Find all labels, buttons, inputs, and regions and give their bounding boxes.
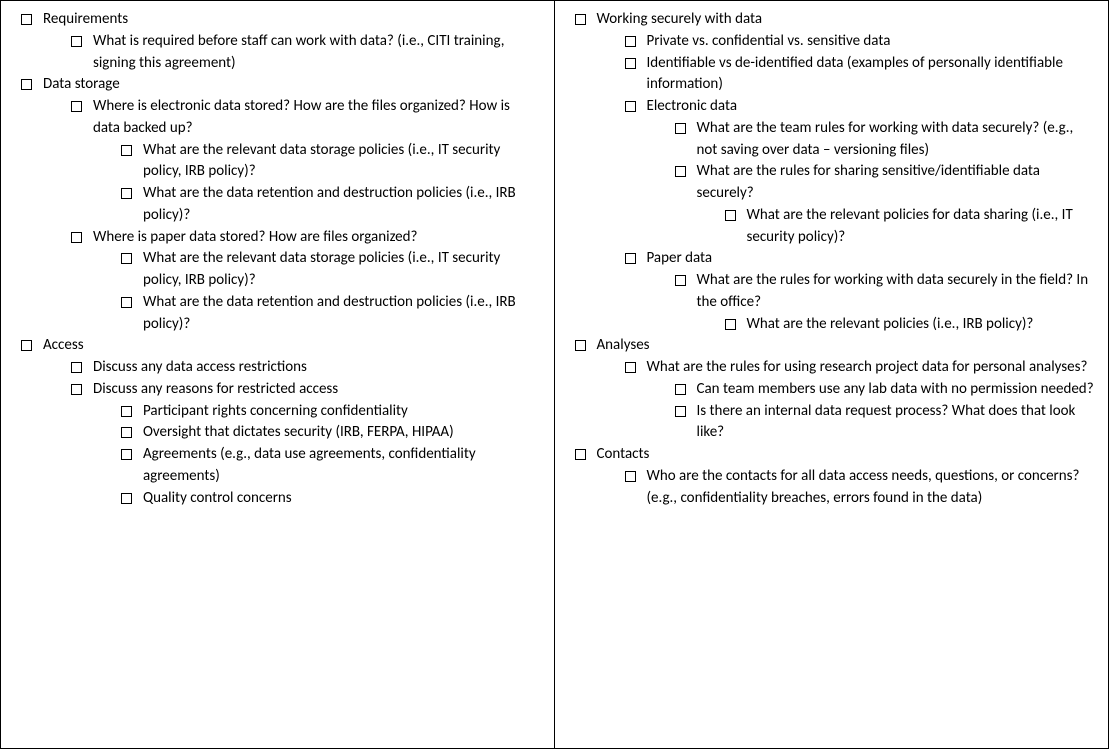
list-item: Quality control concerns bbox=[115, 488, 540, 510]
list-item: Agreements (e.g., data use agreements, c… bbox=[115, 444, 540, 488]
item-label: What are the relevant policies for data … bbox=[747, 206, 1073, 246]
list-item: What is required before staff can work w… bbox=[65, 31, 540, 75]
list-item: What are the relevant policies (i.e., IR… bbox=[719, 314, 1095, 336]
list-item: Discuss any data access restrictions bbox=[65, 357, 540, 379]
list-item: Paper data What are the rules for workin… bbox=[619, 248, 1095, 335]
item-label: Participant rights concerning confidenti… bbox=[143, 402, 408, 420]
item-label: Discuss any reasons for restricted acces… bbox=[93, 380, 338, 398]
list-item: Oversight that dictates security (IRB, F… bbox=[115, 422, 540, 444]
item-label: Can team members use any lab data with n… bbox=[697, 380, 1094, 398]
checklist-root: Requirements What is required before sta… bbox=[15, 9, 540, 509]
list-item: What are the team rules for working with… bbox=[669, 118, 1095, 162]
item-label: Where is electronic data stored? How are… bbox=[93, 97, 510, 137]
item-label: What are the rules for working with data… bbox=[697, 271, 1089, 311]
item-label: Requirements bbox=[43, 10, 128, 28]
list-item: What are the rules for working with data… bbox=[669, 270, 1095, 335]
item-label: What are the data retention and destruct… bbox=[143, 293, 516, 333]
item-label: Who are the contacts for all data access… bbox=[647, 467, 1080, 507]
list-item: Requirements What is required before sta… bbox=[15, 9, 540, 74]
list-item: What are the data retention and destruct… bbox=[115, 292, 540, 336]
list-item: Who are the contacts for all data access… bbox=[619, 466, 1095, 510]
item-label: Analyses bbox=[597, 336, 650, 354]
list-item: What are the relevant data storage polic… bbox=[115, 248, 540, 292]
item-label: What are the data retention and destruct… bbox=[143, 184, 516, 224]
item-label: Discuss any data access restrictions bbox=[93, 358, 307, 376]
item-label: What are the team rules for working with… bbox=[697, 119, 1074, 159]
item-label: What are the rules for sharing sensitive… bbox=[697, 162, 1040, 202]
item-label: What is required before staff can work w… bbox=[93, 32, 504, 72]
column-right: Working securely with data Private vs. c… bbox=[555, 1, 1109, 748]
item-label: What are the rules for using research pr… bbox=[647, 358, 1088, 376]
checklist-table: Requirements What is required before sta… bbox=[0, 0, 1109, 749]
checklist-root: Working securely with data Private vs. c… bbox=[569, 9, 1095, 509]
list-item: Identifiable vs de-identified data (exam… bbox=[619, 53, 1095, 97]
list-item: Private vs. confidential vs. sensitive d… bbox=[619, 31, 1095, 53]
list-item: What are the rules for using research pr… bbox=[619, 357, 1095, 444]
item-label: What are the relevant data storage polic… bbox=[143, 249, 500, 289]
list-item: Working securely with data Private vs. c… bbox=[569, 9, 1095, 335]
item-label: Data storage bbox=[43, 75, 120, 93]
list-item: Contacts Who are the contacts for all da… bbox=[569, 444, 1095, 509]
item-label: Is there an internal data request proces… bbox=[697, 402, 1076, 442]
item-label: Contacts bbox=[597, 445, 650, 463]
item-label: Agreements (e.g., data use agreements, c… bbox=[143, 445, 476, 485]
item-label: What are the relevant policies (i.e., IR… bbox=[747, 315, 1034, 333]
item-label: Access bbox=[43, 336, 84, 354]
list-item: Access Discuss any data access restricti… bbox=[15, 335, 540, 509]
list-item: Analyses What are the rules for using re… bbox=[569, 335, 1095, 444]
item-label: Electronic data bbox=[647, 97, 738, 115]
list-item: Is there an internal data request proces… bbox=[669, 401, 1095, 445]
item-label: Where is paper data stored? How are file… bbox=[93, 228, 417, 246]
item-label: Identifiable vs de-identified data (exam… bbox=[647, 54, 1063, 94]
list-item: What are the rules for sharing sensitive… bbox=[669, 161, 1095, 248]
item-label: Private vs. confidential vs. sensitive d… bbox=[647, 32, 891, 50]
item-label: What are the relevant data storage polic… bbox=[143, 141, 500, 181]
item-label: Oversight that dictates security (IRB, F… bbox=[143, 423, 454, 441]
list-item: Can team members use any lab data with n… bbox=[669, 379, 1095, 401]
item-label: Paper data bbox=[647, 249, 713, 267]
item-label: Quality control concerns bbox=[143, 489, 292, 507]
list-item: Participant rights concerning confidenti… bbox=[115, 401, 540, 423]
list-item: What are the data retention and destruct… bbox=[115, 183, 540, 227]
list-item: Discuss any reasons for restricted acces… bbox=[65, 379, 540, 510]
list-item: What are the relevant data storage polic… bbox=[115, 140, 540, 184]
column-left: Requirements What is required before sta… bbox=[1, 1, 555, 748]
list-item: What are the relevant policies for data … bbox=[719, 205, 1095, 249]
list-item: Where is electronic data stored? How are… bbox=[65, 96, 540, 227]
list-item: Electronic data What are the team rules … bbox=[619, 96, 1095, 248]
list-item: Where is paper data stored? How are file… bbox=[65, 227, 540, 336]
item-label: Working securely with data bbox=[597, 10, 763, 28]
list-item: Data storage Where is electronic data st… bbox=[15, 74, 540, 335]
